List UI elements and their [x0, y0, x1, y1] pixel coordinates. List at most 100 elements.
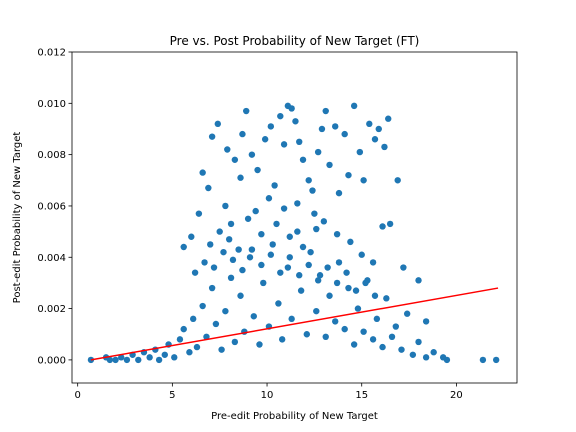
scatter-point: [400, 264, 407, 271]
scatter-point: [443, 356, 451, 364]
scatter-point: [335, 189, 343, 197]
scatter-point: [212, 320, 220, 328]
scatter-point: [422, 318, 430, 325]
scatter-point: [303, 331, 311, 338]
scatter-point: [288, 105, 295, 112]
scatter-point: [286, 254, 293, 261]
scatter-point: [369, 259, 377, 266]
scatter-point: [311, 210, 318, 217]
scatter-point: [341, 325, 348, 333]
scatter-point: [305, 261, 312, 269]
scatter-point: [280, 141, 288, 148]
scatter-point: [244, 215, 252, 222]
scatter-point: [286, 233, 293, 240]
scatter-point: [345, 171, 352, 179]
scatter-point: [360, 177, 367, 184]
scatter-point: [258, 261, 265, 269]
scatter-point: [386, 220, 394, 228]
scatter-point: [352, 287, 360, 294]
scatter-point: [309, 187, 316, 194]
scatter-point: [333, 279, 341, 287]
x-tick-label: 5: [169, 390, 175, 401]
scatter-point: [333, 230, 341, 238]
scatter-point: [222, 202, 229, 210]
scatter-point: [248, 151, 256, 158]
scatter-point: [267, 123, 275, 130]
scatter-point: [208, 284, 216, 292]
scatter-point: [324, 264, 331, 271]
scatter-point: [171, 354, 178, 361]
scatter-point: [332, 318, 339, 325]
scatter-point: [252, 207, 259, 215]
scatter-point: [296, 272, 303, 279]
scatter-point: [296, 138, 303, 146]
scatter-point: [218, 346, 225, 353]
scatter-point: [326, 292, 333, 299]
scatter-point: [358, 251, 365, 258]
scatter-point: [191, 269, 199, 276]
scatter-point: [161, 351, 168, 358]
y-tick-label: 0.000: [37, 355, 66, 366]
scatter-point: [239, 130, 246, 138]
scatter-point: [189, 315, 197, 323]
scatter-point: [214, 120, 222, 128]
plot-area-frame: [71, 51, 518, 384]
scatter-point: [347, 238, 354, 246]
scatter-point: [265, 195, 273, 202]
y-tick-label: 0.012: [37, 48, 66, 59]
scatter-point: [246, 254, 254, 261]
scatter-point: [320, 218, 328, 225]
x-axis-ticks: 0 5 10 15 20: [74, 383, 463, 401]
scatter-point: [180, 243, 187, 251]
scatter-point: [307, 248, 314, 256]
scatter-point: [199, 169, 206, 176]
scatter-point: [261, 136, 269, 143]
scatter-point: [322, 107, 329, 115]
chart-title: Pre vs. Post Probability of New Target (…: [170, 34, 420, 48]
scatter-point: [371, 292, 379, 299]
scatter-point: [294, 200, 301, 207]
scatter-point: [362, 279, 369, 287]
scatter-point: [258, 230, 265, 238]
scatter-point: [284, 264, 292, 271]
scatter-point: [210, 264, 218, 271]
scatter-point: [385, 115, 392, 122]
scatter-point: [135, 356, 142, 364]
scatter-point: [180, 325, 187, 333]
scatter-point: [392, 323, 400, 330]
scatter-point: [106, 356, 114, 364]
scatter-point: [146, 354, 153, 361]
scatter-point: [313, 225, 320, 233]
x-tick-label: 0: [74, 390, 80, 401]
scatter-point: [277, 269, 284, 276]
scatter-point: [354, 305, 362, 312]
scatter-point: [208, 133, 216, 140]
scatter-point: [314, 277, 322, 284]
scatter-point: [225, 236, 233, 243]
scatter-point: [398, 346, 405, 353]
scatter-point: [216, 228, 223, 235]
scatter-point: [277, 112, 284, 120]
fit-line: [90, 287, 499, 361]
scatter-point: [381, 143, 388, 151]
scatter-point: [256, 341, 263, 348]
scatter-point: [188, 233, 195, 240]
scatter-point: [176, 336, 184, 343]
scatter-point: [341, 130, 348, 138]
scatter-point: [292, 118, 299, 125]
scatter-point: [314, 148, 322, 156]
scatter-point: [205, 184, 212, 192]
scatter-point: [201, 259, 208, 266]
scatter-point: [227, 220, 235, 228]
y-tick-label: 0.004: [37, 253, 66, 264]
scatter-point: [366, 120, 373, 128]
scatter-point: [220, 248, 227, 256]
scatter-point: [273, 220, 280, 228]
scatter-point: [305, 177, 312, 184]
scatter-point: [318, 125, 326, 133]
scatter-point: [316, 272, 324, 279]
scatter-point: [492, 356, 500, 364]
scatter-point: [118, 354, 125, 361]
scatter-point: [207, 241, 214, 248]
x-tick-label: 10: [261, 390, 274, 401]
